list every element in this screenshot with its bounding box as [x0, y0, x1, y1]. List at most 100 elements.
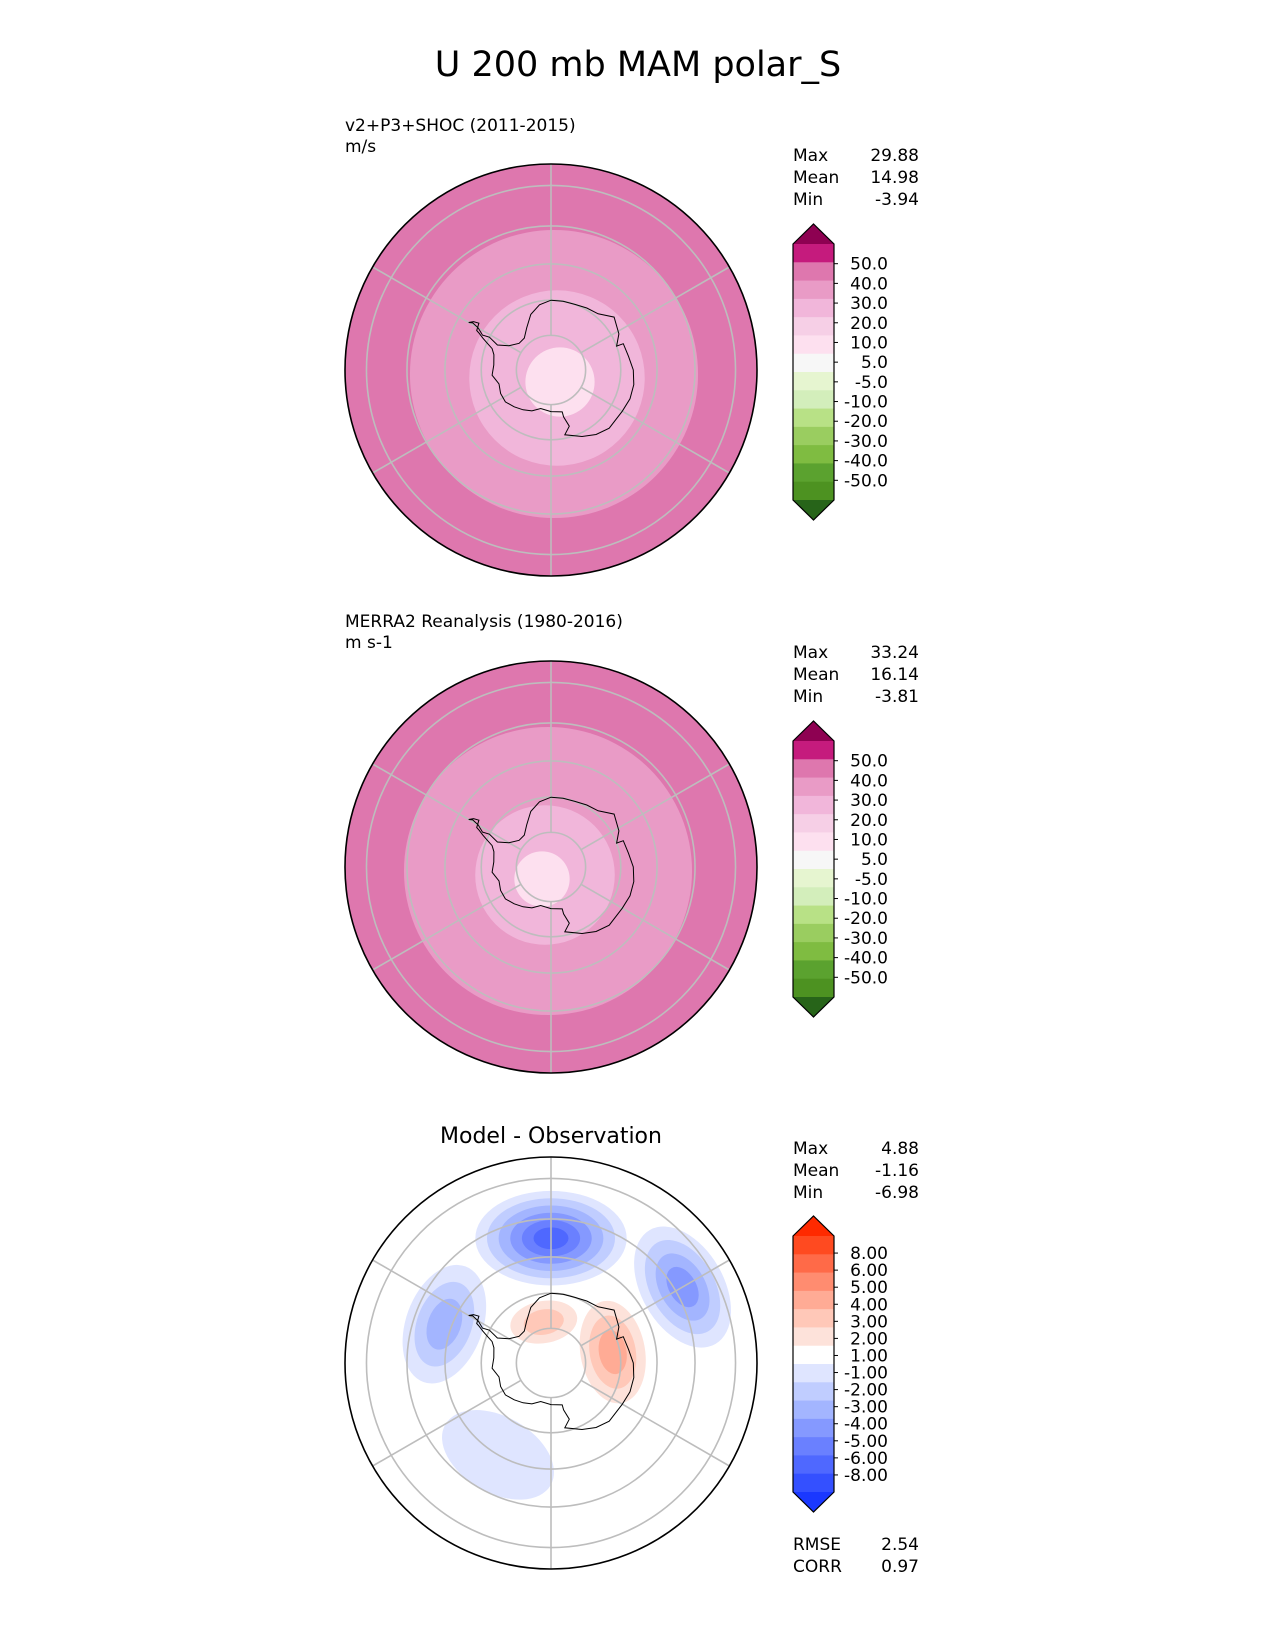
colorbar-label: 50.0 — [850, 255, 888, 275]
colorbar-label: 5.0 — [861, 353, 888, 373]
colorbar-label: -3.00 — [844, 1398, 888, 1418]
colorbar-band — [793, 408, 834, 428]
stat-value: 29.88 — [870, 146, 919, 166]
colorbar-label: 1.00 — [850, 1346, 888, 1366]
meridian-240 — [372, 883, 522, 971]
colorbar-label: -2.00 — [844, 1381, 888, 1401]
colorbar-band — [793, 923, 834, 943]
colorbar-label: 2.00 — [850, 1329, 888, 1349]
diff-blob-3-level-3 — [598, 1330, 627, 1375]
colorbar-band — [793, 481, 834, 501]
meridian-60 — [580, 266, 730, 354]
colorbar-band — [793, 372, 834, 391]
colorbar-band — [793, 978, 834, 998]
meridian-300 — [372, 1259, 522, 1347]
colorbar-label: 20.0 — [850, 314, 888, 334]
colorbar-band — [793, 960, 834, 980]
colorbar-band — [793, 905, 834, 925]
colorbar-band — [793, 869, 834, 888]
colorbar-label: 8.00 — [850, 1244, 888, 1264]
colorbar-band — [793, 741, 834, 760]
colorbar-band — [793, 426, 834, 446]
meridian-120 — [580, 883, 730, 971]
colorbar-label: -40.0 — [844, 452, 888, 472]
colorbar-band — [793, 1364, 834, 1383]
colorbar-band — [793, 1455, 834, 1475]
panel-test: v2+P3+SHOC (2011-2015) m/s Max 29.88 Mean 1… — [344, 116, 919, 577]
colorbar-label: 40.0 — [850, 771, 888, 791]
stat-label: Max — [793, 146, 828, 166]
colorbar-extend-bottom — [793, 500, 834, 520]
meridian-60 — [580, 763, 730, 851]
colorbar-band — [793, 335, 834, 355]
coastline — [468, 796, 635, 935]
colorbar-band — [793, 1327, 834, 1347]
stat-value: -3.94 — [875, 190, 919, 210]
stat-label: Min — [793, 1183, 823, 1203]
coastline — [468, 1292, 635, 1431]
stat-label: Min — [793, 190, 823, 210]
meridian-240 — [372, 1379, 522, 1467]
panel-difference: Model - Observation Max 4.88 Mean -1.16 Min -… — [344, 1124, 919, 1577]
colorbar-label: -5.0 — [855, 870, 888, 890]
colorbar-label: 10.0 — [850, 830, 888, 850]
colorbar-label: 6.00 — [850, 1261, 888, 1281]
colorbar-band — [793, 353, 834, 373]
colorbar-label: 50.0 — [850, 752, 888, 772]
colorbar-band — [793, 1418, 834, 1438]
colorbar-band — [793, 1382, 834, 1402]
map-boundary — [344, 163, 758, 577]
colorbar-label: -50.0 — [844, 968, 888, 988]
colorbar-label: -8.00 — [844, 1466, 888, 1486]
stat-label: Max — [793, 1139, 828, 1159]
stat-label: Min — [793, 687, 823, 707]
colorbar-band — [793, 850, 834, 870]
colorbar-band — [793, 262, 834, 282]
colorbar-band — [793, 1236, 834, 1255]
panel-title: v2+P3+SHOC (2011-2015) — [345, 116, 576, 136]
colorbar-label: -10.0 — [844, 890, 888, 910]
colorbar-label: -4.00 — [844, 1415, 888, 1435]
colorbar-band — [793, 390, 834, 410]
colorbar-label: 3.00 — [850, 1312, 888, 1332]
stat-label: Mean — [793, 1161, 839, 1181]
colorbar-band — [793, 1272, 834, 1292]
stat-label: Mean — [793, 665, 839, 685]
colorbar-label: 40.0 — [850, 274, 888, 294]
polar-map — [344, 660, 758, 1074]
metric-label: CORR — [793, 1557, 842, 1577]
colorbar-label: -6.00 — [844, 1449, 888, 1469]
stat-value: 33.24 — [870, 643, 919, 663]
field-ring-5-10 — [514, 851, 570, 907]
colorbar-label: 5.00 — [850, 1278, 888, 1298]
stat-label: Max — [793, 643, 828, 663]
colorbar-label: 30.0 — [850, 294, 888, 314]
meridian-240 — [372, 386, 522, 474]
colorbar: 8.006.005.004.003.002.001.00-1.00-2.00-3… — [792, 1215, 888, 1513]
metric-label: RMSE — [793, 1535, 841, 1555]
polar-map — [344, 1156, 758, 1570]
colorbar-band — [793, 1345, 834, 1365]
meridian-120 — [580, 386, 730, 474]
metrics-block: RMSE 2.54 CORR 0.97 — [793, 1535, 919, 1577]
colorbar-band — [793, 1437, 834, 1456]
coastline — [468, 299, 635, 438]
panel-units: m/s — [345, 137, 376, 157]
stat-value: -1.16 — [875, 1161, 919, 1181]
colorbar-band — [793, 942, 834, 961]
diff-blob-2-level-3 — [426, 1298, 463, 1350]
metric-value: 0.97 — [881, 1557, 919, 1577]
panel-title: Model - Observation — [440, 1124, 662, 1149]
colorbar-band — [793, 1473, 834, 1493]
colorbar-band — [793, 795, 834, 815]
colorbar-extend-top — [793, 721, 834, 741]
metric-value: 2.54 — [881, 1535, 919, 1555]
colorbar-extend-bottom — [793, 1492, 834, 1512]
stats-block: Max 29.88 Mean 14.98 Min -3.94 — [793, 146, 919, 210]
panel-reference: MERRA2 Reanalysis (1980-2016) m s-1 Max 3… — [344, 612, 919, 1074]
colorbar-band — [793, 832, 834, 852]
polar-map — [344, 163, 758, 577]
colorbar-band — [793, 1309, 834, 1328]
stat-value: -6.98 — [875, 1183, 919, 1203]
colorbar-band — [793, 445, 834, 464]
